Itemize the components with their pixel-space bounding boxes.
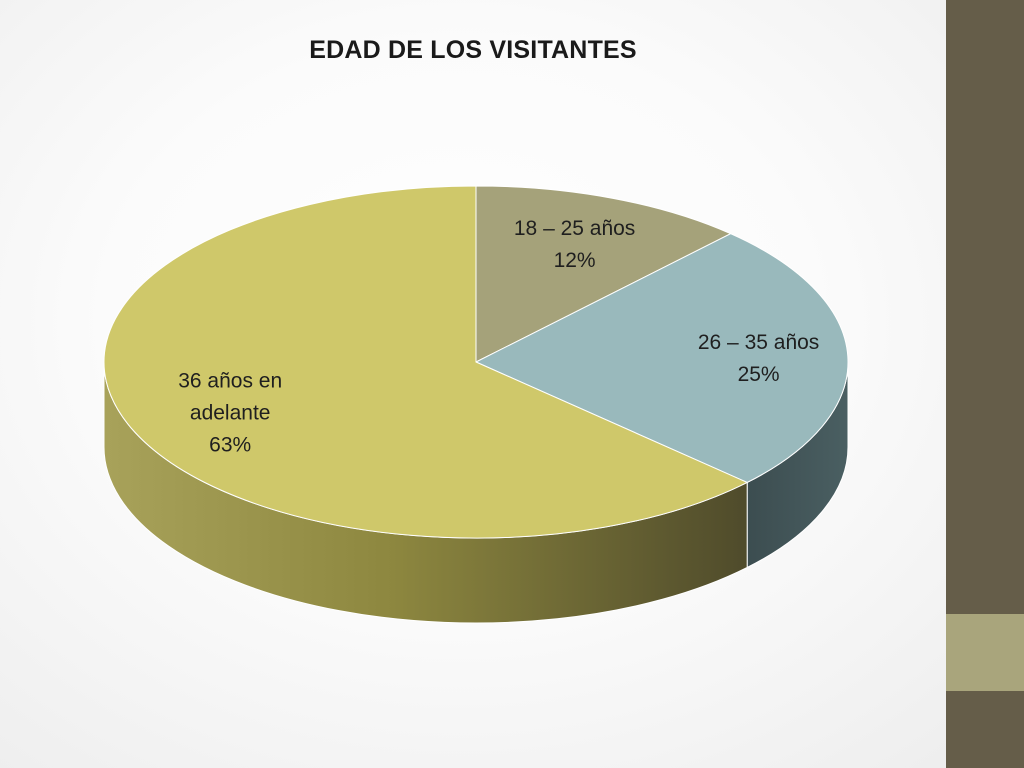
slice-label-36-a-os-en-adelante: 36 años en adelante 63% [178, 369, 282, 456]
pie-labels: 18 – 25 años 12% 26 – 35 años 25% 36 años en… [178, 217, 819, 456]
slice-percent: 25% [738, 363, 780, 386]
pie-tops [103, 185, 849, 539]
pie-slice-18-25-a-os [475, 185, 732, 363]
chart-title: EDAD DE LOS VISITANTES [309, 36, 637, 64]
slice-percent: 12% [554, 249, 596, 272]
slide: EDAD DE LOS VISITANTES 18 – 25 años 12% 26… [103, 36, 849, 624]
right-sidebar-accent [946, 614, 1024, 691]
slice-label-18-25-a-os: 18 – 25 años 12% [514, 217, 635, 272]
pie-slice-36-a-os-en-adelante [103, 185, 749, 539]
slice-name: adelante [190, 401, 271, 424]
slice-label-26-35-a-os: 26 – 35 años 25% [698, 331, 819, 386]
right-sidebar-bar [946, 0, 1024, 768]
pie-chart: 18 – 25 años 12% 26 – 35 años 25% 36 años en… [103, 185, 849, 624]
pie-slice-26-35-a-os [474, 233, 849, 484]
slice-name: 36 años en [178, 369, 282, 392]
slice-name: 26 – 35 años [698, 331, 819, 354]
slice-percent: 63% [209, 433, 251, 456]
slice-name: 18 – 25 años [514, 217, 635, 240]
